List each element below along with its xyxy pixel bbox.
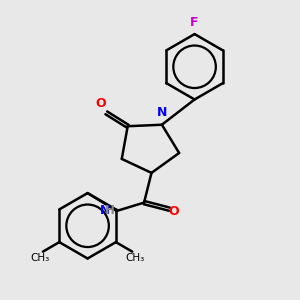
Text: N: N [157,106,168,119]
Text: CH₃: CH₃ [30,254,50,263]
Text: H: H [104,204,114,218]
Text: O: O [169,205,179,218]
Text: O: O [96,98,106,110]
Text: F: F [190,16,199,29]
Text: N: N [100,204,110,218]
Text: CH₃: CH₃ [126,254,145,263]
